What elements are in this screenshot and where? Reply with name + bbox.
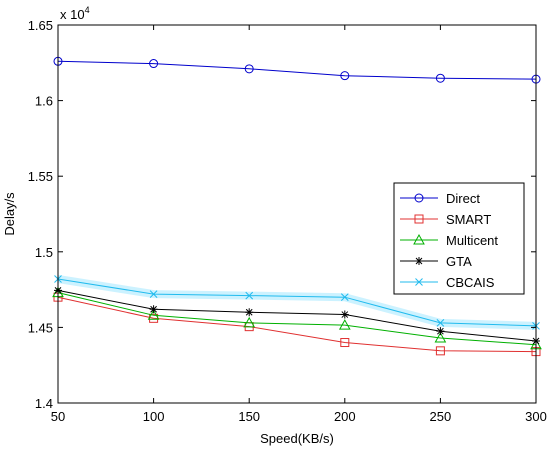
legend-label-multicent: Multicent — [446, 233, 498, 248]
legend: Direct SMART Multicent GTA CBCAIS — [393, 182, 525, 295]
data-point-gta — [340, 310, 349, 319]
legend-label-direct: Direct — [446, 191, 480, 206]
data-point-gta — [436, 327, 445, 336]
data-point-smart — [340, 338, 350, 348]
y-exponent-label: x 104 — [60, 5, 90, 22]
y-exponent-power: 4 — [85, 5, 90, 15]
x-tick-label: 150 — [238, 409, 260, 424]
legend-label-smart: SMART — [446, 212, 491, 227]
data-point-direct — [435, 73, 445, 83]
series-line-smart — [57, 296, 537, 353]
data-point-multicent — [147, 309, 160, 320]
data-point-multicent — [243, 316, 256, 328]
data-point-cbcais — [340, 293, 349, 302]
y-axis-title: Delay/s — [2, 192, 17, 236]
series-layer — [52, 56, 542, 357]
legend-item-cbcais: CBCAIS — [400, 275, 495, 290]
legend-box — [393, 182, 525, 295]
series-line-multicent — [57, 292, 537, 346]
x-tick-label: 200 — [334, 409, 356, 424]
series-line-gta — [57, 289, 537, 342]
legend-item-gta: GTA — [400, 254, 472, 269]
x-tick-label: 100 — [143, 409, 165, 424]
data-point-gta — [149, 305, 158, 314]
data-point-direct — [340, 71, 350, 81]
legend-item-direct: Direct — [400, 191, 480, 206]
legend-label-gta: GTA — [446, 254, 472, 269]
y-tick-label: 1.4 — [35, 396, 53, 411]
legend-label-cbcais: CBCAIS — [446, 275, 495, 290]
legend-marker-gta — [415, 257, 423, 265]
data-point-cbcais — [149, 290, 158, 298]
data-point-multicent — [434, 331, 447, 343]
data-point-cbcais — [436, 319, 445, 327]
data-point-multicent — [338, 319, 351, 330]
data-point-direct — [244, 64, 254, 74]
y-tick-label: 1.5 — [35, 245, 53, 260]
x-tick-label: 300 — [525, 409, 547, 424]
tick-layer: 50 100 150 200 250 300 1.4 1.45 1.5 1.55 1.6 1.65 — [28, 18, 547, 424]
legend-marker-cbcais — [415, 278, 423, 286]
legend-marker-multicent — [413, 233, 425, 245]
x-axis-title: Speed(KB/s) — [260, 431, 334, 446]
data-point-smart — [435, 346, 445, 356]
legend-item-multicent: Multicent — [400, 233, 498, 248]
x-tick-label: 50 — [51, 409, 65, 424]
legend-marker-smart — [414, 214, 424, 224]
data-point-gta — [245, 308, 254, 317]
legend-marker-direct — [414, 193, 424, 203]
y-tick-label: 1.45 — [28, 320, 53, 335]
series-line-cbcais — [57, 278, 537, 327]
series-multicent — [52, 286, 542, 350]
x-tick-label: 250 — [430, 409, 452, 424]
legend-item-smart: SMART — [400, 212, 491, 227]
y-tick-label: 1.6 — [35, 94, 53, 109]
data-point-cbcais — [245, 291, 254, 300]
y-tick-label: 1.65 — [28, 18, 53, 33]
data-point-direct — [149, 59, 159, 69]
y-tick-label: 1.55 — [28, 169, 53, 184]
plot-frame — [57, 24, 537, 404]
y-exponent-base: x 10 — [60, 7, 85, 22]
series-line-direct — [57, 60, 537, 80]
